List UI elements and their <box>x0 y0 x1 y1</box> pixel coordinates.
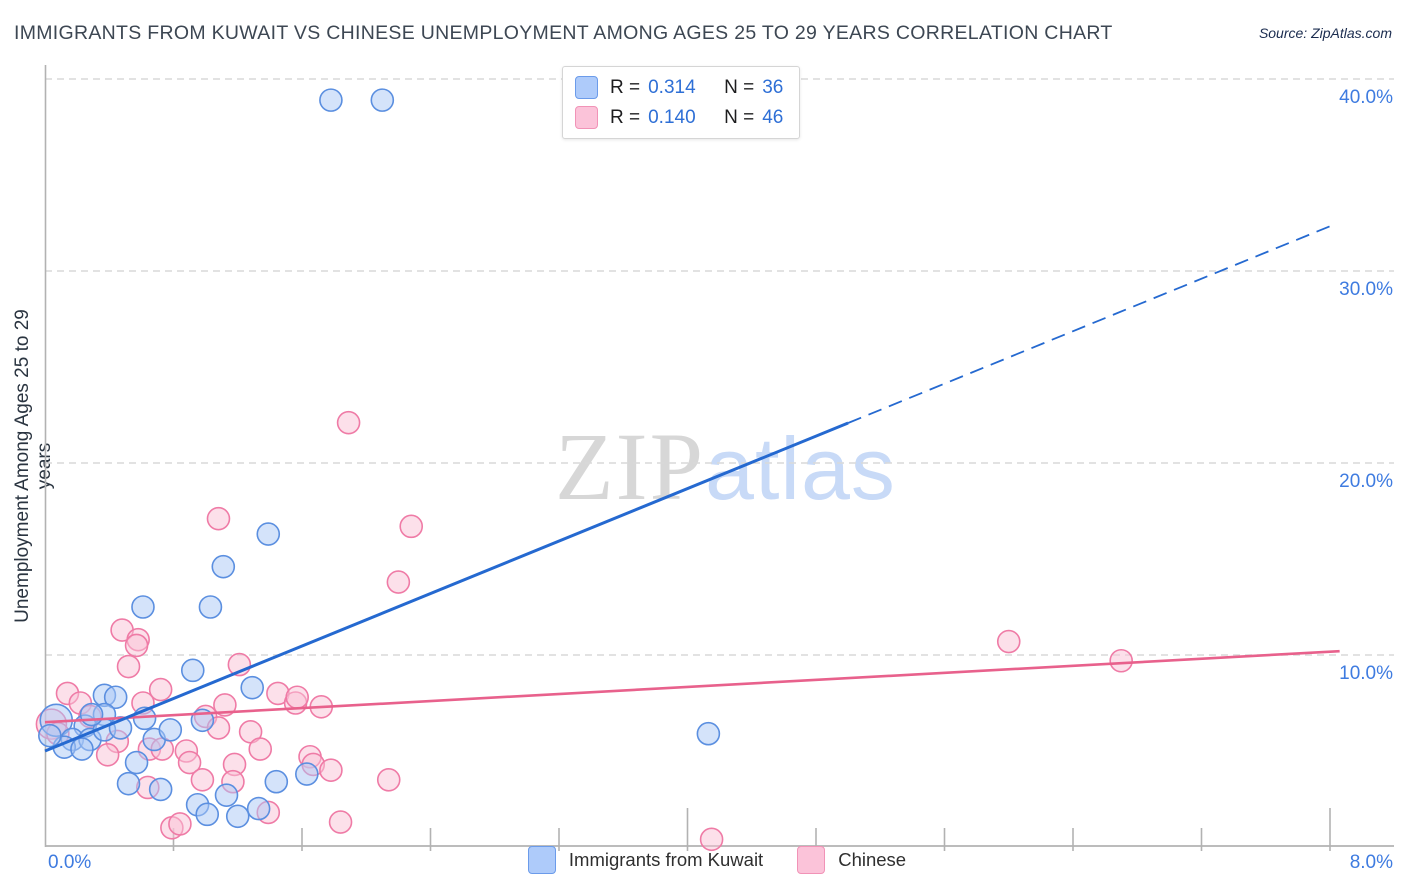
r-label: R = <box>610 76 641 98</box>
legend-stats-row-kuwait: R = 0.314 N = 36 <box>575 76 783 99</box>
r-value: 0.314 <box>648 76 696 98</box>
n-value: 36 <box>762 76 784 98</box>
page-title: IMMIGRANTS FROM KUWAIT VS CHINESE UNEMPL… <box>14 22 1113 44</box>
source-link[interactable]: ZipAtlas.com <box>1311 25 1392 41</box>
chinese-legend-label: Chinese <box>838 849 907 870</box>
x-tick-label-max: 8.0% <box>1349 852 1393 873</box>
n-value: 46 <box>762 106 784 128</box>
chinese-series-swatch <box>575 106 598 129</box>
watermark-zip: ZIP <box>555 413 705 520</box>
r-label: R = <box>610 106 641 128</box>
source-attribution[interactable]: Source: ZipAtlas.com <box>1259 25 1392 41</box>
x-tick-label-min: 0.0% <box>48 852 92 873</box>
legend-stats-box: R = 0.314 N = 36 R = 0.140 N = 46 <box>562 66 801 139</box>
legend-stats-row-chinese: R = 0.140 N = 46 <box>575 106 783 129</box>
kuwait-legend-label: Immigrants from Kuwait <box>568 849 764 870</box>
n-label: N = <box>724 76 755 98</box>
legend-item-kuwait[interactable]: Immigrants from Kuwait <box>527 846 764 874</box>
chinese-legend-swatch <box>797 846 826 874</box>
kuwait-series-swatch <box>575 76 598 99</box>
watermark: ZIPatlas <box>555 411 896 522</box>
source-label: Source: <box>1258 25 1308 41</box>
series-legend: Immigrants from Kuwait Chinese <box>0 846 1406 874</box>
y-tick-label: 30.0% <box>1339 279 1393 300</box>
legend-item-chinese[interactable]: Chinese <box>797 846 906 874</box>
r-value: 0.140 <box>648 106 696 128</box>
n-label: N = <box>724 106 755 128</box>
y-tick-label: 20.0% <box>1339 471 1393 492</box>
scatter-canvas <box>35 65 1394 852</box>
y-tick-label: 10.0% <box>1339 663 1393 684</box>
plot-area: ZIPatlas <box>35 65 1394 852</box>
y-tick-label: 40.0% <box>1339 87 1393 108</box>
kuwait-legend-swatch <box>527 846 556 874</box>
